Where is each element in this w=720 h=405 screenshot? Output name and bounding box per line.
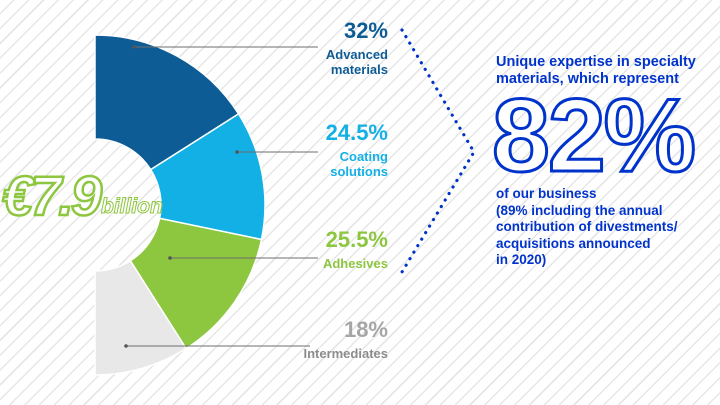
value-advanced-materials: 32% (343, 18, 388, 43)
value-adhesives: 25.5% (325, 227, 388, 252)
value-intermediates: 18% (343, 317, 388, 342)
name-advanced-materials: Advanced materials (325, 47, 388, 77)
name-coating-solutions: Coating solutions (330, 149, 388, 179)
dotted-bracket (400, 28, 476, 274)
label-intermediates: 18% Intermediates (303, 317, 388, 362)
leader-dot-adhesives (168, 256, 172, 260)
highlight-panel: Unique expertise in specialty materials,… (491, 54, 718, 269)
highlight-body: of our business (89% including the annua… (496, 186, 678, 267)
total-amount: €7.9 (1, 164, 104, 227)
donut-chart (94, 34, 318, 376)
label-adhesives: 25.5% Adhesives (322, 227, 388, 272)
highlight-percent: 82% (491, 78, 698, 194)
leader-dot-intermediates (124, 344, 128, 348)
total-value: €7.9 billion (1, 164, 192, 227)
value-coating-solutions: 24.5% (325, 120, 388, 145)
leader-dot-coating-solutions (235, 150, 239, 154)
slice-coating-solutions (149, 112, 266, 241)
name-intermediates: Intermediates (303, 346, 388, 361)
total-unit: billion (101, 195, 164, 219)
name-adhesives: Adhesives (322, 256, 388, 271)
label-coating-solutions: 24.5% Coating solutions (325, 120, 388, 180)
headline: Unique expertise in specialty materials,… (496, 54, 696, 87)
leader-dot-advanced-materials (132, 45, 136, 49)
label-advanced-materials: 32% Advanced materials (325, 18, 388, 78)
